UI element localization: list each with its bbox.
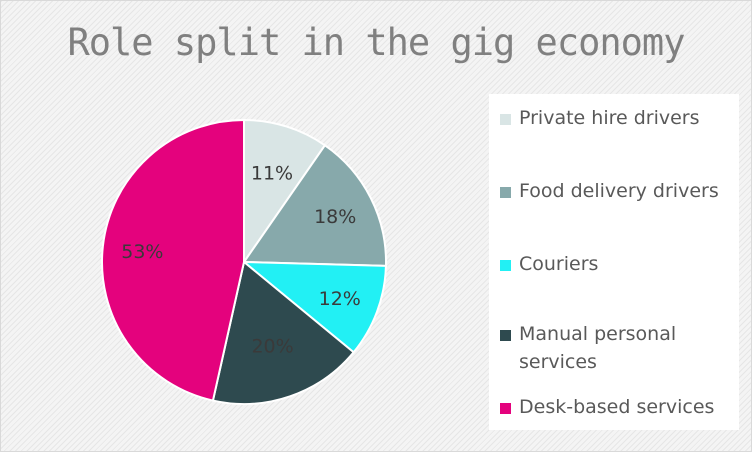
legend-swatch	[500, 114, 511, 125]
legend-swatch	[500, 330, 511, 341]
legend-label: Couriers	[519, 253, 599, 275]
legend-item-private-hire-drivers: Private hire drivers	[500, 104, 730, 132]
pie-slice-desk-based-services	[101, 118, 245, 402]
legend-swatch	[500, 260, 511, 271]
data-label-couriers: 12%	[319, 288, 361, 310]
legend-swatch	[500, 187, 511, 198]
legend-item-manual-personal-services: Manual personal services	[500, 320, 730, 376]
legend-item-desk-based-services: Desk-based services	[500, 393, 730, 421]
data-label-desk-based-services: 53%	[121, 241, 163, 263]
legend-label: Manual personal services	[519, 323, 677, 373]
legend-label: Private hire drivers	[519, 107, 700, 129]
legend-item-food-delivery-drivers: Food delivery drivers	[500, 177, 730, 205]
pie-slice-manual-personal-services	[211, 260, 356, 405]
legend-swatch	[500, 403, 511, 414]
data-label-food-delivery-drivers: 18%	[314, 206, 356, 228]
pie-slice-food-delivery-drivers	[242, 143, 387, 267]
data-label-private-hire-drivers: 11%	[251, 163, 293, 185]
legend-label: Food delivery drivers	[519, 180, 719, 202]
legend-label: Desk-based services	[519, 396, 715, 418]
data-label-manual-personal-services: 20%	[251, 335, 293, 357]
legend: Private hire drivers Food delivery drive…	[489, 94, 739, 430]
legend-item-couriers: Couriers	[500, 250, 730, 278]
pie-slice-couriers	[241, 260, 387, 354]
chart-title: Role split in the gig economy	[67, 21, 685, 64]
pie-slice-private-hire-drivers	[243, 118, 327, 266]
